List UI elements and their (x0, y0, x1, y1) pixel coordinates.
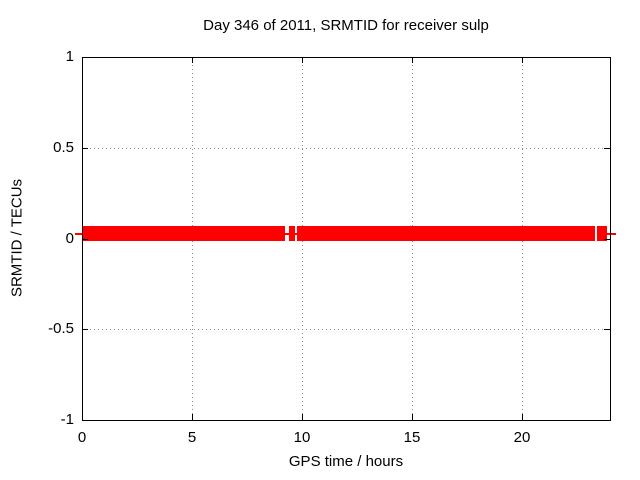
y-tick-label: -0.5 (48, 320, 74, 338)
y-tick-right (604, 420, 610, 421)
y-tick-left (82, 238, 88, 240)
y-tick-left (82, 57, 88, 58)
x-tick-top (192, 57, 193, 63)
data-band-segment (597, 225, 607, 242)
data-thin-segment (606, 232, 610, 235)
grid-line-horizontal (82, 147, 610, 149)
chart-title: Day 346 of 2011, SRMTID for receiver sul… (203, 17, 489, 34)
x-tick-label: 15 (403, 429, 421, 446)
x-tick-label: 10 (293, 429, 311, 446)
y-tick-right (604, 238, 610, 240)
grid-line-horizontal (82, 329, 610, 331)
data-band-segment (289, 225, 295, 242)
data-thin-segment (610, 232, 616, 235)
y-tick-label: 1 (65, 48, 74, 65)
y-tick-label: -1 (60, 411, 74, 428)
x-tick-top (302, 57, 303, 63)
x-tick-label: 20 (513, 429, 531, 446)
x-tick-label: 5 (187, 429, 197, 446)
x-axis-label: GPS time / hours (288, 453, 404, 470)
y-tick-label: 0.5 (53, 138, 74, 156)
y-axis-label: SRMTID / TECUs (8, 178, 26, 298)
y-tick-left (82, 420, 88, 421)
data-thin-segment (74, 232, 82, 235)
x-tick-bottom (412, 414, 413, 420)
x-tick-bottom (522, 414, 523, 420)
x-tick-top (522, 57, 523, 63)
y-tick-left (82, 147, 88, 149)
data-band-segment (83, 225, 286, 242)
x-tick-top (412, 57, 413, 63)
x-tick-bottom (82, 414, 83, 420)
plot-border (82, 57, 611, 421)
x-tick-top (82, 57, 83, 63)
data-thin-segment (285, 232, 289, 235)
y-tick-right (604, 147, 610, 149)
y-tick-left (82, 329, 88, 331)
y-tick-right (604, 57, 610, 58)
y-tick-right (604, 329, 610, 331)
x-tick-label: 0 (77, 429, 87, 446)
y-tick-label: 0 (65, 229, 74, 247)
data-thin-segment (294, 232, 297, 235)
x-tick-bottom (192, 414, 193, 420)
data-band-segment (296, 225, 596, 242)
x-tick-bottom (302, 414, 303, 420)
